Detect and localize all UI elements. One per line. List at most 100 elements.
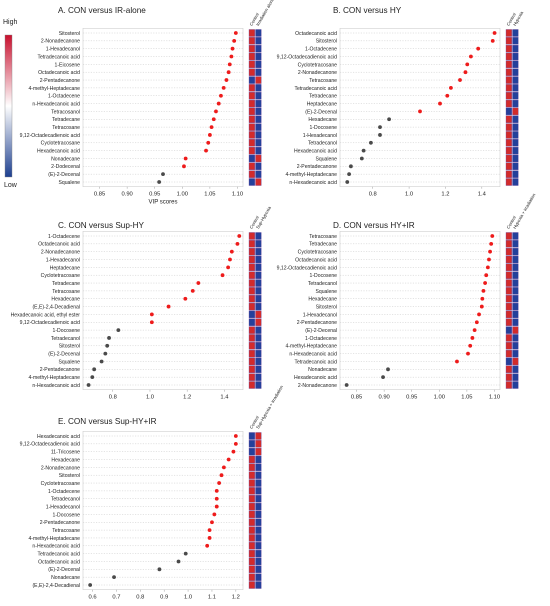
vip-point	[221, 465, 226, 470]
heatmap-cell	[248, 349, 255, 358]
vip-point	[161, 172, 165, 177]
heatmap-cell	[512, 247, 519, 256]
heatmap-cell	[512, 178, 519, 186]
metabolite-label: Hexadecanoic acid	[294, 149, 337, 155]
heatmap-cell	[255, 381, 262, 389]
heatmap-cell	[505, 178, 512, 186]
heatmap-cell	[248, 84, 255, 92]
vip-point	[463, 70, 468, 75]
x-tick-label: 0.8	[369, 192, 377, 198]
metabolite-label: Tetracosane	[52, 528, 80, 534]
metabolite-label: Cyclotetracosane	[298, 62, 338, 68]
heatmap-cell	[512, 342, 519, 350]
heatmap-cell	[505, 154, 512, 163]
vip-point	[207, 536, 212, 540]
heatmap-cell	[255, 334, 262, 342]
heatmap-cell	[248, 447, 255, 456]
heatmap-cell	[255, 162, 262, 171]
x-tick-label: 1.0	[405, 192, 413, 198]
heatmap-cell	[512, 29, 519, 37]
heatmap-cell	[512, 139, 519, 147]
metabolite-label: Octadecanoic acid	[295, 257, 337, 263]
heatmap-cell	[248, 263, 255, 272]
vip-point	[207, 528, 212, 533]
heatmap-cell	[255, 326, 262, 334]
metabolite-label: Hexadecanoic acid	[294, 375, 337, 381]
vip-point	[103, 351, 108, 356]
heatmap-cell	[248, 471, 255, 479]
vip-point	[105, 343, 110, 348]
heatmap-cell	[505, 365, 512, 374]
heatmap-cell	[248, 247, 255, 256]
heatmap-cell	[505, 279, 512, 287]
vip-point	[196, 281, 201, 285]
heatmap-cell	[505, 162, 512, 171]
heatmap-cell	[512, 232, 519, 240]
vip-point	[438, 101, 442, 106]
metabolite-label: Tetradecanol	[308, 141, 337, 147]
x-tick-label: 1.2	[441, 192, 449, 198]
vip-point	[492, 31, 497, 35]
metabolite-label: 1-Octadecene	[305, 47, 337, 53]
heatmap-cell	[505, 170, 512, 178]
heatmap-cell	[512, 263, 519, 272]
vip-point	[220, 273, 225, 278]
metabolite-label: n-Hexadecanoic acid	[32, 544, 80, 550]
vip-point	[226, 457, 231, 462]
metabolite-label: 1-Docosene	[310, 273, 338, 279]
vip-point	[149, 312, 154, 317]
x-tick-label: 0.6	[89, 595, 97, 601]
heatmap-cell	[512, 295, 519, 303]
vip-point	[204, 148, 208, 153]
metabolite-label: 2-Pentadecanone	[297, 164, 337, 170]
vip-point	[359, 156, 364, 161]
chart-panel: D. CON versus HY+IR Tetracosane Tetradecan…	[277, 192, 537, 401]
heatmap-cell	[255, 565, 262, 574]
heatmap-cell	[255, 287, 262, 295]
heatmap-cell	[505, 107, 512, 116]
metabolite-label: 9,12-Octadecadienoic acid	[20, 133, 80, 139]
metabolite-label: 9,12-Octadecadienoic acid	[277, 54, 337, 60]
vip-point	[205, 543, 210, 548]
heatmap-cell	[255, 526, 262, 534]
heatmap-cell	[512, 44, 519, 53]
heatmap-cell	[505, 381, 512, 389]
metabolite-label: 2-Pentadecanone	[40, 78, 80, 84]
metabolite-label: n-Hexadecanoic acid	[32, 383, 80, 389]
metabolite-label: Tetracosanol	[51, 109, 80, 115]
chart-title: D. CON versus HY+IR	[333, 221, 415, 230]
heatmap-cell	[255, 502, 262, 511]
x-tick-label: 0.90	[378, 395, 389, 401]
heatmap-cell	[248, 123, 255, 131]
vip-point	[206, 140, 211, 145]
metabolite-label: 11-Tricosene	[51, 450, 80, 456]
heatmap-cell	[248, 573, 255, 581]
metabolite-label: Squalene	[315, 289, 337, 295]
heatmap-cell	[255, 52, 262, 61]
vip-point	[210, 520, 214, 525]
heatmap-cell	[248, 565, 255, 574]
heatmap-cell	[255, 373, 262, 381]
chart-title: A. CON versus IR-alone	[58, 6, 146, 15]
heatmap-cell	[505, 263, 512, 272]
metabolite-label: 4-methyl-Heptadecane	[28, 536, 80, 542]
vip-point	[227, 62, 232, 67]
heatmap-column-label: Control	[249, 215, 260, 230]
metabolite-label: 9,12-Octadecadienoic acid	[20, 442, 80, 448]
metabolite-label: (E)-2-Decenal	[305, 109, 337, 115]
chart-panel: E. CON versus Sup-HY+IR Hexadecanoic acid…	[20, 384, 285, 601]
heatmap-cell	[255, 76, 262, 84]
vip-point	[369, 140, 373, 145]
vip-point	[458, 78, 462, 82]
vip-point	[228, 257, 232, 262]
metabolite-label: 2-Nonadecanone	[41, 250, 80, 256]
heatmap-cell	[255, 263, 262, 272]
metabolite-label: Tetradecanol	[51, 336, 80, 342]
plot-frame	[339, 27, 501, 188]
heatmap-cell	[512, 60, 519, 69]
metabolite-label: Tetracosane	[309, 234, 337, 240]
x-axis-label: VIP scores	[149, 200, 178, 206]
vip-point	[472, 328, 477, 333]
metabolite-label: Heptadecane	[307, 101, 337, 107]
metabolite-label: Hexadecanoic acid	[37, 149, 80, 155]
